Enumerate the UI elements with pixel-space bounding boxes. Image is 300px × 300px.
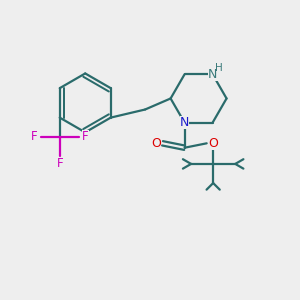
Text: O: O: [151, 137, 161, 150]
Text: H: H: [215, 63, 223, 73]
Text: F: F: [82, 130, 89, 143]
Text: N: N: [180, 116, 189, 129]
Text: N: N: [208, 68, 218, 81]
Text: F: F: [31, 130, 38, 143]
Text: O: O: [208, 137, 218, 150]
Text: F: F: [56, 157, 63, 170]
